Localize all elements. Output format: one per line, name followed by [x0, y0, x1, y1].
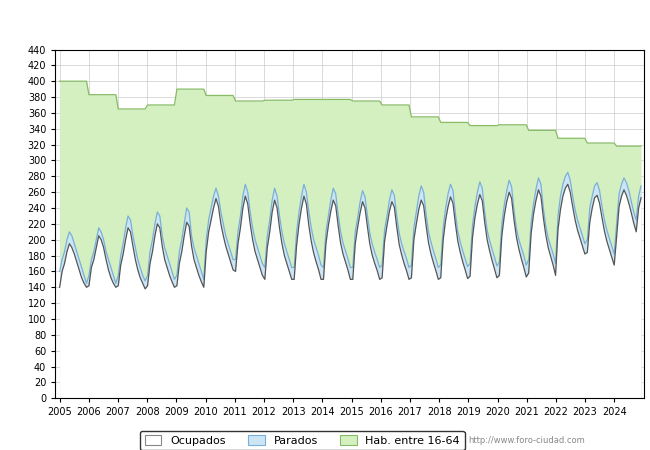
Text: http://www.foro-ciudad.com: http://www.foro-ciudad.com	[468, 436, 585, 445]
Text: Vega de Valcarce - Evolucion de la poblacion en edad de Trabajar Noviembre de 20: Vega de Valcarce - Evolucion de la pobla…	[91, 18, 559, 29]
Legend: Ocupados, Parados, Hab. entre 16-64: Ocupados, Parados, Hab. entre 16-64	[140, 431, 465, 450]
